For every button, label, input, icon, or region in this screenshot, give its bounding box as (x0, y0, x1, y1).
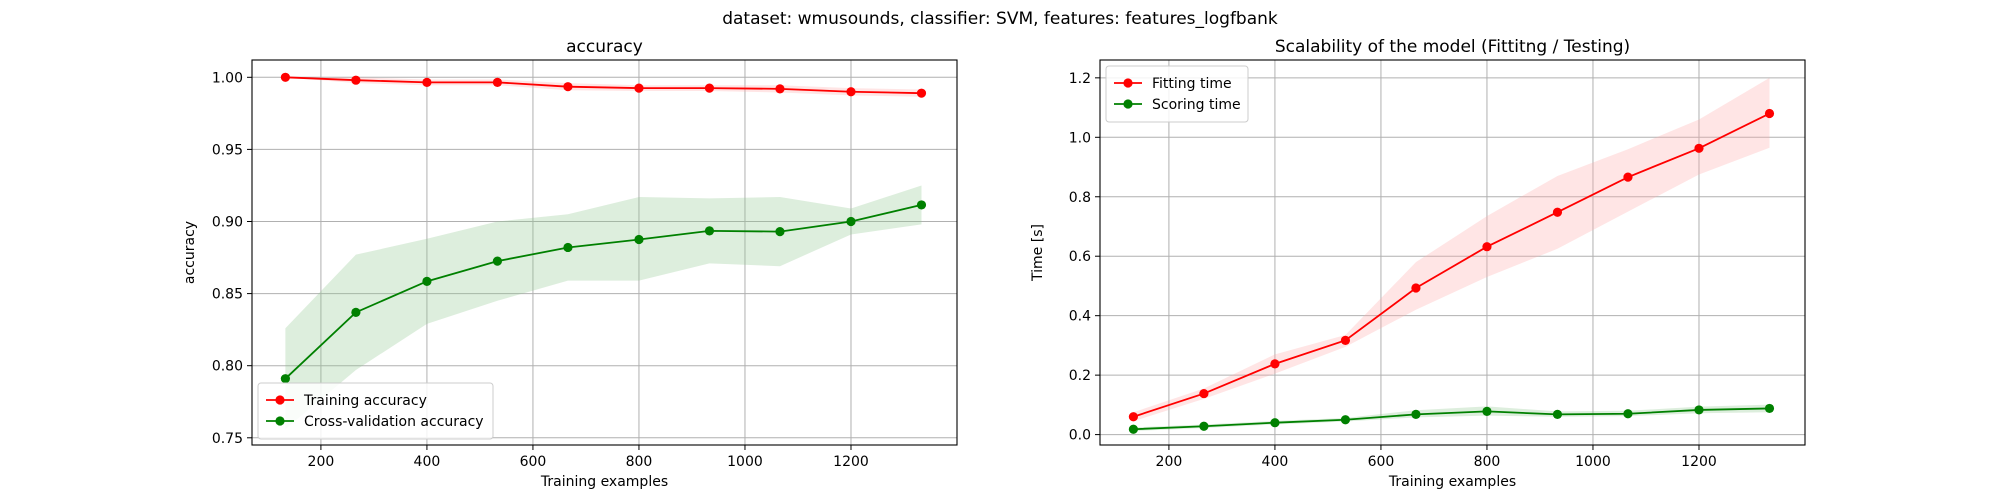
scalability-ytick-label-2: 0.4 (1069, 309, 1091, 325)
accuracy-series-0-point-7 (775, 84, 785, 94)
scalability-legend-swatch-marker-0 (1123, 78, 1133, 88)
scalability-series-1-point-4 (1411, 409, 1421, 419)
scalability-series-1-point-5 (1482, 406, 1492, 417)
accuracy-series-0-point-4 (563, 82, 573, 92)
accuracy-series-1-point-8 (846, 216, 856, 227)
accuracy-ytick-label-5: 1.00 (212, 70, 243, 86)
accuracy-ytick-label-3: 0.90 (212, 214, 243, 230)
accuracy-series-line-1 (284, 204, 922, 380)
scalability-ytick-label-1: 0.2 (1069, 368, 1091, 384)
scalability-ytick-label-4: 0.8 (1069, 190, 1091, 206)
accuracy-legend-label-1: Cross-validation accuracy (304, 414, 484, 430)
accuracy-series-0-point-9 (916, 88, 927, 98)
accuracy-legend: Training accuracy Cross-validation accura… (257, 382, 494, 440)
scalability-legend: Fitting time Scoring time (1105, 65, 1249, 123)
scalability-legend-swatch-marker-1 (1123, 99, 1133, 109)
scalability-x-axis-label: Training examples (1388, 474, 1516, 490)
accuracy-series-1-point-1 (351, 307, 361, 317)
scalability-xtick-label-5: 1200 (1681, 454, 1717, 470)
accuracy-x-axis-label: Training examples (540, 474, 668, 490)
scalability-xtick-label-4: 1000 (1575, 454, 1611, 470)
accuracy-series-1-point-2 (422, 276, 432, 286)
accuracy-series-0-point-1 (351, 75, 361, 85)
scalability-ytick-label-5: 1.0 (1069, 130, 1091, 146)
accuracy-xtick-label-0: 200 (308, 454, 335, 470)
accuracy-series-0-point-8 (846, 87, 856, 97)
accuracy-ytick-label-0: 0.75 (212, 431, 243, 447)
scalability-series-0-point-8 (1694, 143, 1704, 153)
accuracy-legend-box (257, 382, 494, 440)
scalability-series-1-point-6 (1552, 409, 1563, 419)
scalability-series-0-point-1 (1199, 388, 1209, 399)
scalability-legend-box (1105, 65, 1249, 123)
accuracy-chart-title: accuracy (566, 37, 643, 57)
scalability-series-0-point-4 (1411, 283, 1421, 293)
accuracy-series-1-point-0 (280, 374, 290, 384)
scalability-xtick-label-3: 800 (1474, 454, 1501, 470)
accuracy-series-1-point-9 (916, 200, 927, 210)
scalability-series-0-point-5 (1482, 242, 1492, 252)
accuracy-series-0-point-3 (492, 77, 503, 87)
accuracy-legend-swatch-marker-1 (275, 416, 285, 426)
scalability-axes-frame (1099, 59, 1806, 446)
scalability-series-0-point-7 (1623, 172, 1633, 182)
accuracy-series-0-point-6 (704, 83, 715, 93)
scalability-ytick-label-6: 1.2 (1069, 71, 1091, 87)
scalability-series-1-point-0 (1128, 424, 1138, 434)
scalability-panel: 200 400 600 800 1000 1200 0.0 0.2 0.4 0.6 0.8 1.0 1.… (1030, 37, 1806, 490)
scalability-y-axis-label: Time [s] (1030, 224, 1046, 282)
accuracy-series-line-0 (285, 76, 922, 95)
accuracy-series-1-point-4 (563, 242, 573, 253)
scalability-series-line-0 (1133, 112, 1770, 418)
scalability-ytick-label-3: 0.6 (1069, 249, 1091, 265)
scalability-series-1-point-1 (1199, 421, 1209, 431)
accuracy-ytick-label-2: 0.85 (212, 287, 243, 303)
accuracy-xtick-label-4: 1000 (727, 454, 763, 470)
accuracy-ytick-label-4: 0.95 (212, 142, 243, 158)
accuracy-series-1-point-7 (775, 226, 785, 237)
accuracy-ytick-label-1: 0.80 (212, 359, 243, 375)
scalability-ytick-label-0: 0.0 (1069, 428, 1091, 444)
scalability-series-0-point-3 (1340, 335, 1351, 345)
accuracy-series-0-point-0 (280, 72, 290, 82)
scalability-series-1-point-8 (1694, 405, 1704, 415)
scalability-chart-title: Scalability of the model (Fittitng / Tes… (1275, 37, 1630, 57)
figure-suptitle: dataset: wmusounds, classifier: SVM, fea… (722, 9, 1278, 29)
accuracy-axes-frame (251, 59, 958, 446)
accuracy-xtick-label-2: 600 (520, 454, 547, 470)
accuracy-xtick-label-3: 800 (626, 454, 653, 470)
scalability-xtick-label-1: 400 (1262, 454, 1289, 470)
accuracy-series-1-point-3 (492, 256, 503, 266)
scalability-xtick-label-0: 200 (1156, 454, 1183, 470)
scalability-series-line-1 (1133, 407, 1770, 431)
scalability-series-1-point-9 (1764, 403, 1775, 414)
scalability-band-1 (1133, 404, 1770, 432)
scalability-series-0-point-2 (1270, 359, 1280, 369)
scalability-legend-label-1: Scoring time (1152, 97, 1241, 113)
scalability-series-0-point-9 (1764, 108, 1775, 119)
accuracy-xtick-label-1: 400 (414, 454, 441, 470)
accuracy-y-axis-label: accuracy (182, 221, 198, 284)
accuracy-panel: 200 400 600 800 1000 1200 0.75 0.80 0.85 0.90 0.95… (182, 37, 958, 490)
accuracy-series-1-point-6 (704, 226, 715, 236)
accuracy-legend-swatch-marker-0 (275, 395, 285, 405)
accuracy-series-1-point-5 (634, 234, 644, 245)
accuracy-band-1 (285, 185, 922, 430)
scalability-series-0-point-0 (1128, 412, 1138, 422)
scalability-legend-label-0: Fitting time (1152, 76, 1232, 92)
scalability-series-1-point-2 (1270, 418, 1280, 428)
scalability-xtick-label-2: 600 (1368, 454, 1395, 470)
scalability-series-0-point-6 (1552, 207, 1563, 217)
accuracy-legend-label-0: Training accuracy (303, 393, 427, 409)
scalability-band-0 (1133, 77, 1770, 422)
scalability-series-1-point-7 (1623, 409, 1633, 419)
accuracy-series-0-point-2 (422, 77, 432, 87)
accuracy-xtick-label-5: 1200 (833, 454, 869, 470)
scalability-series-1-point-3 (1340, 415, 1351, 425)
accuracy-series-0-point-5 (634, 83, 644, 93)
